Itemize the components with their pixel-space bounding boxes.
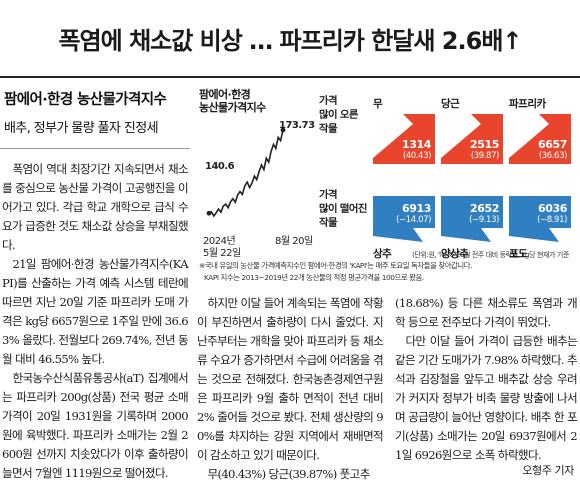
unit-note: (단위:원, %) ※ 20일 전주 대비 등락률, kg당 현재가 기준 [412, 251, 569, 259]
tile-radish: 무 1314 (40.43) [373, 96, 435, 164]
subhead-rule [0, 148, 190, 149]
tile-name: 파프리카 [509, 98, 546, 110]
tile-change: (40.43) [402, 151, 432, 161]
tile-lettuce: 6913 (−14.07) 상추 [373, 196, 435, 262]
kapi-series-line [208, 129, 284, 218]
fall-section-label: 가격 많이 떨어진 작물 [319, 189, 367, 229]
tile-price: 2652 [469, 202, 499, 215]
tile-price: 2515 [469, 138, 499, 151]
tile-change: (−14.07) [396, 215, 431, 225]
paragraph: 무(40.43%) 당근(39.87%) 풋고추 [207, 467, 370, 481]
paragraph: 폭염이 역대 최장기간 지속되면서 채소를 중심으로 농산물 가격이 고공행진을… [2, 162, 189, 252]
paragraph: 하지만 이달 들어 계속되는 폭염에 작황이 부진하면서 출하량이 다시 줄었다… [197, 296, 384, 462]
tile-price: 1314 [401, 138, 431, 151]
rise-arrow-icon [373, 114, 435, 164]
kapi-line-chart [206, 127, 286, 218]
kapi-date-start-year: 2024년 [203, 236, 236, 247]
kapi-date-start-day: 5월 22일 [203, 248, 241, 259]
paragraph: 21일 팜에어·한경 농산물가격지수(KAPI)를 산출하는 가격 예측 시스템… [2, 257, 189, 366]
tile-price: 6657 [537, 138, 567, 151]
tile-name: 상추 [373, 248, 392, 260]
rise-arrow-icon [441, 114, 503, 164]
tile-name: 무 [373, 98, 383, 110]
kapi-date-end: 8월 20일 [275, 236, 313, 247]
tile-paprika: 파프리카 6657 (36.63) [509, 96, 571, 164]
tile-name: 양상추 [441, 248, 469, 260]
fall-arrow-icon [373, 196, 435, 242]
kapi-chart-title: 팜에어·한경 농산물가격지수 [199, 88, 266, 114]
kapi-end-point [280, 127, 286, 133]
paragraph: (18.68%) 등 다른 채소류도 폭염과 개학 등으로 전주보다 가격이 뛰… [395, 296, 578, 329]
article-column-1: 폭염이 역대 최장기간 지속되면서 채소를 중심으로 농산물 가격이 고공행진을… [2, 160, 189, 483]
tile-name: 당근 [441, 98, 460, 110]
article-column-2: 하지만 이달 들어 계속되는 폭염에 작황이 부진하면서 출하량이 다시 줄었다… [197, 294, 384, 484]
tile-price: 6913 [401, 202, 431, 215]
tile-change: (36.63) [538, 151, 568, 161]
rise-section-label: 가격 많이 오른 작물 [319, 95, 358, 135]
rise-arrow-icon [509, 114, 571, 164]
note-kapi-weekly: ※국내 유일의 농산물 가격예측지수인 팜에어·한경의 'KAPI'는 매주 토… [199, 261, 472, 270]
infographic: 팜에어·한경 농산물가격지수 140.6 173.73 2024년 5월 22일… [197, 84, 579, 289]
tile-change: (−9.13) [469, 215, 499, 225]
tile-change: (−8.91) [537, 215, 567, 225]
tile-change: (39.87) [470, 151, 500, 161]
subhead-cabbage: 배추, 정부가 물량 풀자 진정세 [4, 121, 159, 136]
note-kapi-basis: KAPI 지수는 2013~2019년 22개 농산물의 적정 평균가격을 10… [204, 273, 424, 282]
paragraph: 한국농수산식품유통공사(aT) 집계에서는 파프리카 200g(상품) 전국 평… [2, 371, 189, 480]
kapi-start-point [206, 210, 212, 216]
kapi-start-label: 140.6 [205, 161, 235, 172]
headline: 폭염에 채소값 비상 … 파프리카 한달새 2.6배↑ [0, 0, 580, 77]
article-column-3: (18.68%) 등 다른 채소류도 폭염과 개학 등으로 전주보다 가격이 뛰… [395, 294, 578, 465]
byline: 오형주 기자 [522, 464, 574, 477]
tile-iceberg-lettuce: 2652 (−9.13) 양상추 [441, 196, 503, 262]
tile-name: 포도 [509, 248, 528, 260]
fall-arrow-icon [509, 196, 571, 242]
headline-rule [0, 76, 580, 78]
tile-carrot: 당근 2515 (39.87) [441, 96, 503, 164]
kapi-end-label: 173.73 [279, 120, 315, 131]
tile-grape: 6036 (−8.91) 포도 [509, 196, 571, 262]
paragraph: 다만 이달 들어 가격이 급등한 배추는 같은 기간 도매가가 7.98% 하락… [395, 334, 578, 462]
tile-price: 6036 [537, 202, 567, 215]
fall-arrow-icon [441, 196, 503, 242]
subhead-kapi: 팜에어·한경 농산물가격지수 [4, 92, 167, 108]
